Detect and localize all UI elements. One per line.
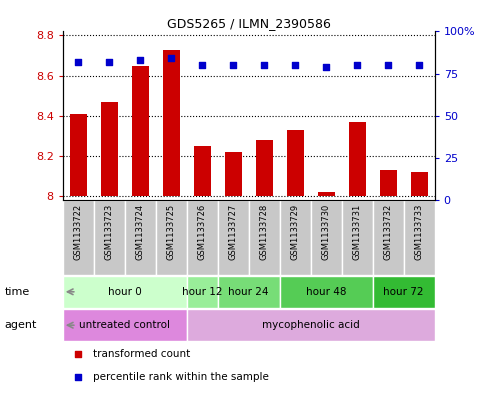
Bar (256, 140, 273, 196)
Point (168, 55, 175, 62)
Bar (101, 102, 118, 196)
Text: GSM1133730: GSM1133730 (322, 204, 331, 260)
Title: GDS5265 / ILMN_2390586: GDS5265 / ILMN_2390586 (167, 17, 331, 30)
FancyBboxPatch shape (311, 200, 342, 275)
Point (322, 64, 330, 70)
FancyBboxPatch shape (373, 276, 435, 308)
FancyBboxPatch shape (63, 309, 187, 341)
Text: percentile rank within the sample: percentile rank within the sample (93, 372, 269, 382)
Text: mycophenolic acid: mycophenolic acid (262, 320, 360, 330)
FancyBboxPatch shape (187, 309, 435, 341)
Text: GSM1133732: GSM1133732 (384, 204, 393, 260)
Text: time: time (5, 287, 30, 297)
Bar (411, 172, 428, 196)
FancyBboxPatch shape (125, 200, 156, 275)
Text: GSM1133725: GSM1133725 (167, 204, 176, 259)
Text: GSM1133722: GSM1133722 (74, 204, 83, 259)
Point (74, 351, 82, 357)
Bar (287, 130, 304, 196)
Text: GSM1133723: GSM1133723 (105, 204, 114, 260)
FancyBboxPatch shape (342, 200, 373, 275)
Text: transformed count: transformed count (93, 349, 190, 359)
Text: GSM1133726: GSM1133726 (198, 204, 207, 260)
Text: GSM1133731: GSM1133731 (353, 204, 362, 260)
Text: GSM1133724: GSM1133724 (136, 204, 145, 259)
Point (105, 59, 113, 65)
Text: GSM1133729: GSM1133729 (291, 204, 300, 259)
Text: GSM1133727: GSM1133727 (229, 204, 238, 260)
Point (199, 62, 206, 68)
Point (229, 62, 237, 68)
Point (74, 59, 82, 65)
Text: GSM1133733: GSM1133733 (415, 204, 424, 260)
Point (74, 374, 82, 380)
FancyBboxPatch shape (280, 276, 373, 308)
Point (260, 62, 268, 68)
Bar (194, 146, 211, 196)
FancyBboxPatch shape (156, 200, 187, 275)
Bar (380, 170, 397, 196)
FancyBboxPatch shape (63, 200, 94, 275)
Text: hour 72: hour 72 (384, 287, 424, 297)
Point (415, 62, 423, 68)
FancyBboxPatch shape (218, 200, 249, 275)
Text: hour 0: hour 0 (108, 287, 142, 297)
FancyBboxPatch shape (280, 200, 311, 275)
Text: untreated control: untreated control (79, 320, 170, 330)
Bar (318, 193, 335, 196)
Bar (70, 114, 87, 196)
Text: hour 48: hour 48 (306, 287, 346, 297)
Text: hour 24: hour 24 (228, 287, 269, 297)
FancyBboxPatch shape (249, 200, 280, 275)
FancyBboxPatch shape (63, 276, 187, 308)
FancyBboxPatch shape (94, 200, 125, 275)
Bar (349, 122, 366, 196)
Text: GSM1133728: GSM1133728 (260, 204, 269, 260)
Bar (132, 66, 149, 196)
Bar (225, 152, 242, 196)
FancyBboxPatch shape (218, 276, 280, 308)
FancyBboxPatch shape (187, 276, 218, 308)
Point (384, 62, 392, 68)
FancyBboxPatch shape (187, 200, 218, 275)
Point (291, 62, 299, 68)
Point (136, 57, 144, 63)
Point (354, 62, 361, 68)
FancyBboxPatch shape (404, 200, 435, 275)
FancyBboxPatch shape (373, 200, 404, 275)
Text: agent: agent (5, 320, 37, 330)
Bar (163, 50, 180, 196)
Text: hour 12: hour 12 (182, 287, 223, 297)
